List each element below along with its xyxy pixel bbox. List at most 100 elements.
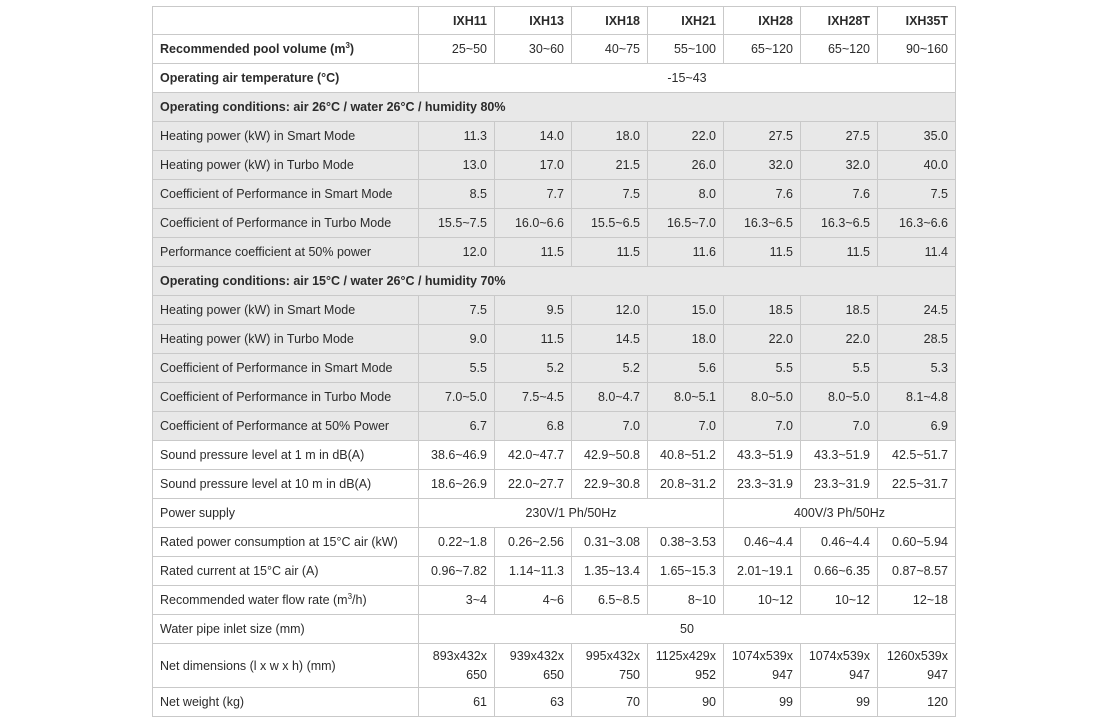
- cell: 26.0: [647, 150, 724, 180]
- row-pool-volume: Recommended pool volume (m3) 25~50 30~60…: [152, 34, 956, 64]
- cell: 5.5: [418, 353, 495, 383]
- cell: 8.0: [647, 179, 724, 209]
- cell: 15.5~6.5: [571, 208, 648, 238]
- cell: 16.0~6.6: [494, 208, 572, 238]
- cell: 20.8~31.2: [647, 469, 724, 499]
- row-label: Water pipe inlet size (mm): [152, 614, 419, 644]
- cell: 11.5: [800, 237, 878, 267]
- row-rated-power: Rated power consumption at 15°C air (kW)…: [152, 527, 956, 557]
- cell: 7.0: [647, 411, 724, 441]
- cell: 99: [723, 687, 801, 717]
- cell: 9.0: [418, 324, 495, 354]
- cell: 90: [647, 687, 724, 717]
- row-label: Heating power (kW) in Turbo Mode: [152, 150, 419, 180]
- row-power-supply: Power supply 230V/1 Ph/50Hz 400V/3 Ph/50…: [152, 498, 956, 528]
- row-label: Heating power (kW) in Smart Mode: [152, 295, 419, 325]
- cell: 0.22~1.8: [418, 527, 495, 557]
- row-label: Net weight (kg): [152, 687, 419, 717]
- cell: 7.0: [723, 411, 801, 441]
- cell: 12~18: [877, 585, 956, 615]
- cell: 42.0~47.7: [494, 440, 572, 470]
- cell: 7.6: [723, 179, 801, 209]
- cell: 1.14~11.3: [494, 556, 572, 586]
- cell: 7.5: [571, 179, 648, 209]
- cell: 43.3~51.9: [723, 440, 801, 470]
- row-label: Sound pressure level at 1 m in dB(A): [152, 440, 419, 470]
- cell: 5.2: [571, 353, 648, 383]
- cell: 28.5: [877, 324, 956, 354]
- cell: 5.2: [494, 353, 572, 383]
- row-pipe-inlet: Water pipe inlet size (mm) 50: [152, 614, 956, 644]
- cell: 7.6: [800, 179, 878, 209]
- row-rated-current: Rated current at 15°C air (A) 0.96~7.82 …: [152, 556, 956, 586]
- cell: 40.8~51.2: [647, 440, 724, 470]
- cell: 12.0: [571, 295, 648, 325]
- cell: 32.0: [723, 150, 801, 180]
- cell: 0.87~8.57: [877, 556, 956, 586]
- cell: 7.5: [418, 295, 495, 325]
- section-title: Operating conditions: air 26°C / water 2…: [152, 92, 956, 122]
- cell: 893x432x 650: [418, 643, 495, 688]
- cell: 43.3~51.9: [800, 440, 878, 470]
- cell: 14.5: [571, 324, 648, 354]
- row-label: Sound pressure level at 10 m in dB(A): [152, 469, 419, 499]
- cell: 17.0: [494, 150, 572, 180]
- cell: 5.5: [723, 353, 801, 383]
- row-label: Recommended water flow rate (m3/h): [152, 585, 419, 615]
- cell: 40~75: [571, 34, 648, 64]
- row-label: Performance coefficient at 50% power: [152, 237, 419, 267]
- cell: 22.0: [800, 324, 878, 354]
- cell: 18.6~26.9: [418, 469, 495, 499]
- cell: 5.3: [877, 353, 956, 383]
- row-label: Coefficient of Performance in Turbo Mode: [152, 382, 419, 412]
- cell: 8.0~5.0: [723, 382, 801, 412]
- cell: 8~10: [647, 585, 724, 615]
- row-label: Coefficient of Performance in Smart Mode: [152, 353, 419, 383]
- cell: 30~60: [494, 34, 572, 64]
- row-label: Heating power (kW) in Turbo Mode: [152, 324, 419, 354]
- table-row: Heating power (kW) in Turbo Mode 9.0 11.…: [152, 324, 956, 354]
- cell: 0.31~3.08: [571, 527, 648, 557]
- cell: 22.0~27.7: [494, 469, 572, 499]
- cell: 7.0~5.0: [418, 382, 495, 412]
- cell: 18.0: [647, 324, 724, 354]
- cell: 12.0: [418, 237, 495, 267]
- cell-merged: 230V/1 Ph/50Hz: [418, 498, 724, 528]
- cell: 11.5: [494, 237, 572, 267]
- cell: 939x432x 650: [494, 643, 572, 688]
- cell: 10~12: [723, 585, 801, 615]
- table-row: Coefficient of Performance in Smart Mode…: [152, 353, 956, 383]
- cell: 16.3~6.6: [877, 208, 956, 238]
- cell: 5.6: [647, 353, 724, 383]
- cell: 61: [418, 687, 495, 717]
- cell: 35.0: [877, 121, 956, 151]
- cell: 1074x539x 947: [800, 643, 878, 688]
- section-header-cond2: Operating conditions: air 15°C / water 2…: [152, 266, 956, 296]
- header-model: IXH28: [723, 6, 801, 35]
- cell: 0.60~5.94: [877, 527, 956, 557]
- header-model: IXH13: [494, 6, 572, 35]
- cell: 8.0~5.0: [800, 382, 878, 412]
- table-row: Heating power (kW) in Smart Mode 11.3 14…: [152, 121, 956, 151]
- row-weight: Net weight (kg) 61 63 70 90 99 99 120: [152, 687, 956, 717]
- cell-merged: 50: [418, 614, 956, 644]
- cell: 9.5: [494, 295, 572, 325]
- cell: 23.3~31.9: [800, 469, 878, 499]
- row-label: Coefficient of Performance in Turbo Mode: [152, 208, 419, 238]
- section-header-cond1: Operating conditions: air 26°C / water 2…: [152, 92, 956, 122]
- cell: 27.5: [723, 121, 801, 151]
- cell: 6.8: [494, 411, 572, 441]
- cell: 16.3~6.5: [723, 208, 801, 238]
- cell: 11.6: [647, 237, 724, 267]
- table-row: Heating power (kW) in Smart Mode 7.5 9.5…: [152, 295, 956, 325]
- spec-table: IXH11 IXH13 IXH18 IXH21 IXH28 IXH28T IXH…: [152, 6, 956, 717]
- row-label: Rated current at 15°C air (A): [152, 556, 419, 586]
- cell: 11.5: [723, 237, 801, 267]
- cell: 8.0~4.7: [571, 382, 648, 412]
- cell: 63: [494, 687, 572, 717]
- header-model: IXH21: [647, 6, 724, 35]
- cell: 4~6: [494, 585, 572, 615]
- cell: 18.0: [571, 121, 648, 151]
- cell: 23.3~31.9: [723, 469, 801, 499]
- cell: 7.0: [800, 411, 878, 441]
